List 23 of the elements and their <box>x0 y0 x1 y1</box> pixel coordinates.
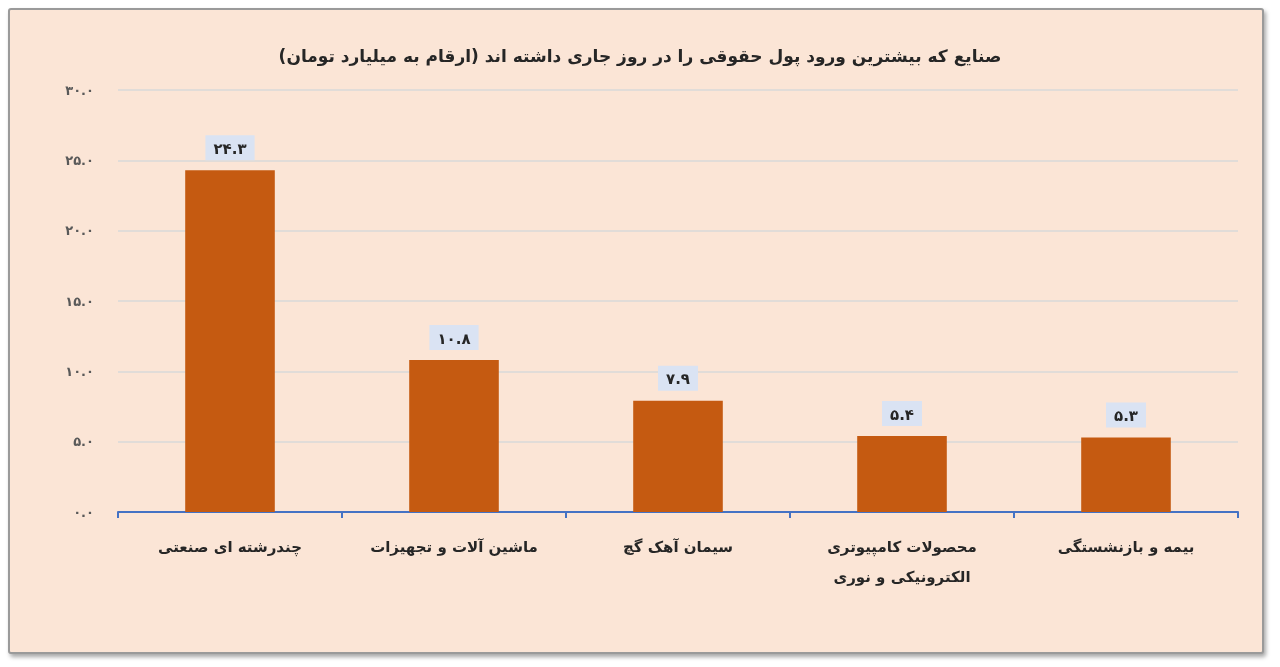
bar <box>185 170 275 512</box>
y-tick-label: ۳۰.۰ <box>65 82 94 98</box>
bar <box>633 400 723 512</box>
x-tick-label: سیمان آهک گچ <box>622 538 734 556</box>
x-tick-label: چندرشته ای صنعتی <box>158 538 302 557</box>
data-label: ۱۰.۸ <box>437 329 471 348</box>
x-tick-label: ماشین آلات و تجهیزات <box>370 538 538 556</box>
bar <box>1081 437 1171 512</box>
data-label: ۵.۴ <box>889 405 915 424</box>
y-tick-label: ۲۵.۰ <box>65 152 94 168</box>
y-tick-label: ۱۵.۰ <box>65 293 94 309</box>
data-label: ۷.۹ <box>665 370 691 389</box>
data-label: ۵.۳ <box>1113 406 1139 425</box>
y-tick-label: ۰.۰ <box>73 504 94 520</box>
y-tick-label: ۲۰.۰ <box>65 223 94 239</box>
chart-title: صنایع که بیشترین ورود پول حقوقی را در روز جاری داشته اند (ارقام به میلیارد تومان) <box>278 45 1002 67</box>
x-tick-label: بیمه و بازنشستگی <box>1057 538 1195 556</box>
y-tick-label: ۵.۰ <box>73 434 94 450</box>
y-tick-label: ۱۰.۰ <box>65 363 94 379</box>
data-label: ۲۴.۳ <box>213 139 247 158</box>
x-tick-label: محصولات کامپیوتری الکترونیکی و نوری <box>827 538 977 586</box>
bar <box>409 360 499 512</box>
bar <box>857 436 947 512</box>
